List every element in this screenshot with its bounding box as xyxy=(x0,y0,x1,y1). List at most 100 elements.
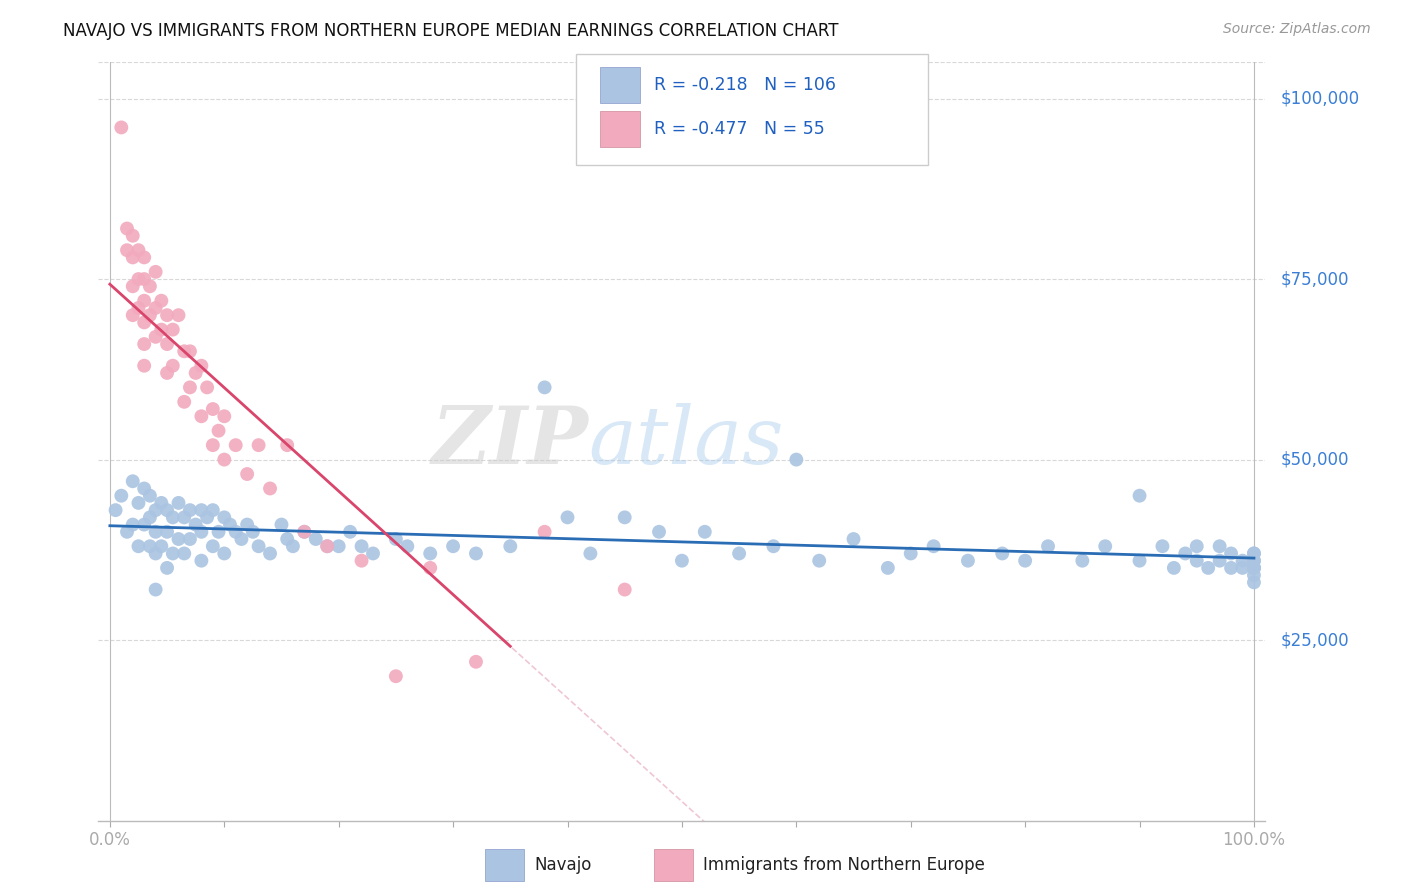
Point xyxy=(900,546,922,560)
Point xyxy=(991,546,1014,560)
Point xyxy=(145,301,167,315)
Point xyxy=(121,517,143,532)
Point xyxy=(693,524,716,539)
Point xyxy=(156,366,179,380)
Point xyxy=(785,452,807,467)
Point xyxy=(162,546,184,560)
Point xyxy=(242,524,264,539)
Point xyxy=(276,532,298,546)
Point xyxy=(150,293,173,308)
Point xyxy=(173,344,195,359)
Point xyxy=(1163,561,1185,575)
Point xyxy=(214,452,236,467)
Point xyxy=(134,272,156,286)
Point xyxy=(134,482,156,496)
Point xyxy=(259,546,281,560)
Point xyxy=(613,510,636,524)
Point xyxy=(134,315,156,329)
Point xyxy=(179,503,201,517)
Point xyxy=(328,539,350,553)
Point xyxy=(236,517,259,532)
Point xyxy=(276,438,298,452)
Point xyxy=(1128,489,1150,503)
Point xyxy=(281,539,304,553)
Point xyxy=(145,330,167,344)
Point xyxy=(184,517,207,532)
Point xyxy=(201,539,224,553)
Point xyxy=(110,120,132,135)
Point xyxy=(1185,539,1208,553)
Point xyxy=(419,561,441,575)
Point xyxy=(201,402,224,417)
Point xyxy=(156,503,179,517)
Point xyxy=(179,344,201,359)
Point xyxy=(1243,561,1265,575)
Point xyxy=(162,323,184,337)
Point xyxy=(225,438,247,452)
Point xyxy=(139,279,162,293)
Point xyxy=(121,279,143,293)
Point xyxy=(184,366,207,380)
Point xyxy=(139,510,162,524)
Point xyxy=(1243,568,1265,582)
Point xyxy=(270,517,292,532)
Text: ZIP: ZIP xyxy=(432,403,589,480)
Point xyxy=(350,539,373,553)
Point xyxy=(156,337,179,351)
Point xyxy=(557,510,579,524)
Point xyxy=(1208,554,1230,568)
Point xyxy=(292,524,315,539)
Point xyxy=(150,323,173,337)
Point xyxy=(104,503,127,517)
Point xyxy=(156,524,179,539)
Point xyxy=(134,517,156,532)
Point xyxy=(127,243,149,257)
Point xyxy=(1232,561,1254,575)
Point xyxy=(214,510,236,524)
Text: atlas: atlas xyxy=(589,403,785,480)
Text: $50,000: $50,000 xyxy=(1281,450,1350,468)
Point xyxy=(613,582,636,597)
Point xyxy=(259,482,281,496)
Point xyxy=(115,524,138,539)
Point xyxy=(121,308,143,322)
Point xyxy=(134,337,156,351)
Point xyxy=(190,409,212,424)
Point xyxy=(179,532,201,546)
Point xyxy=(350,554,373,568)
Point xyxy=(533,380,555,394)
Point xyxy=(1036,539,1059,553)
Point xyxy=(156,561,179,575)
Point xyxy=(110,489,132,503)
Point xyxy=(190,503,212,517)
Point xyxy=(361,546,384,560)
Point xyxy=(207,424,229,438)
Point xyxy=(115,221,138,235)
Point xyxy=(145,503,167,517)
Point xyxy=(1243,554,1265,568)
Point xyxy=(385,532,408,546)
Point xyxy=(173,394,195,409)
Point xyxy=(1094,539,1116,553)
Point xyxy=(956,554,979,568)
Point xyxy=(231,532,253,546)
Point xyxy=(1152,539,1174,553)
Text: Source: ZipAtlas.com: Source: ZipAtlas.com xyxy=(1223,22,1371,37)
Point xyxy=(207,524,229,539)
Point xyxy=(385,669,408,683)
Point xyxy=(1243,561,1265,575)
Point xyxy=(127,496,149,510)
Point xyxy=(1243,546,1265,560)
Point xyxy=(292,524,315,539)
Point xyxy=(195,510,218,524)
Point xyxy=(1220,546,1243,560)
Point xyxy=(316,539,339,553)
Point xyxy=(247,539,270,553)
Point xyxy=(339,524,361,539)
Point xyxy=(195,380,218,394)
Point xyxy=(145,582,167,597)
Point xyxy=(762,539,785,553)
Point xyxy=(190,554,212,568)
Point xyxy=(190,524,212,539)
Point xyxy=(441,539,464,553)
